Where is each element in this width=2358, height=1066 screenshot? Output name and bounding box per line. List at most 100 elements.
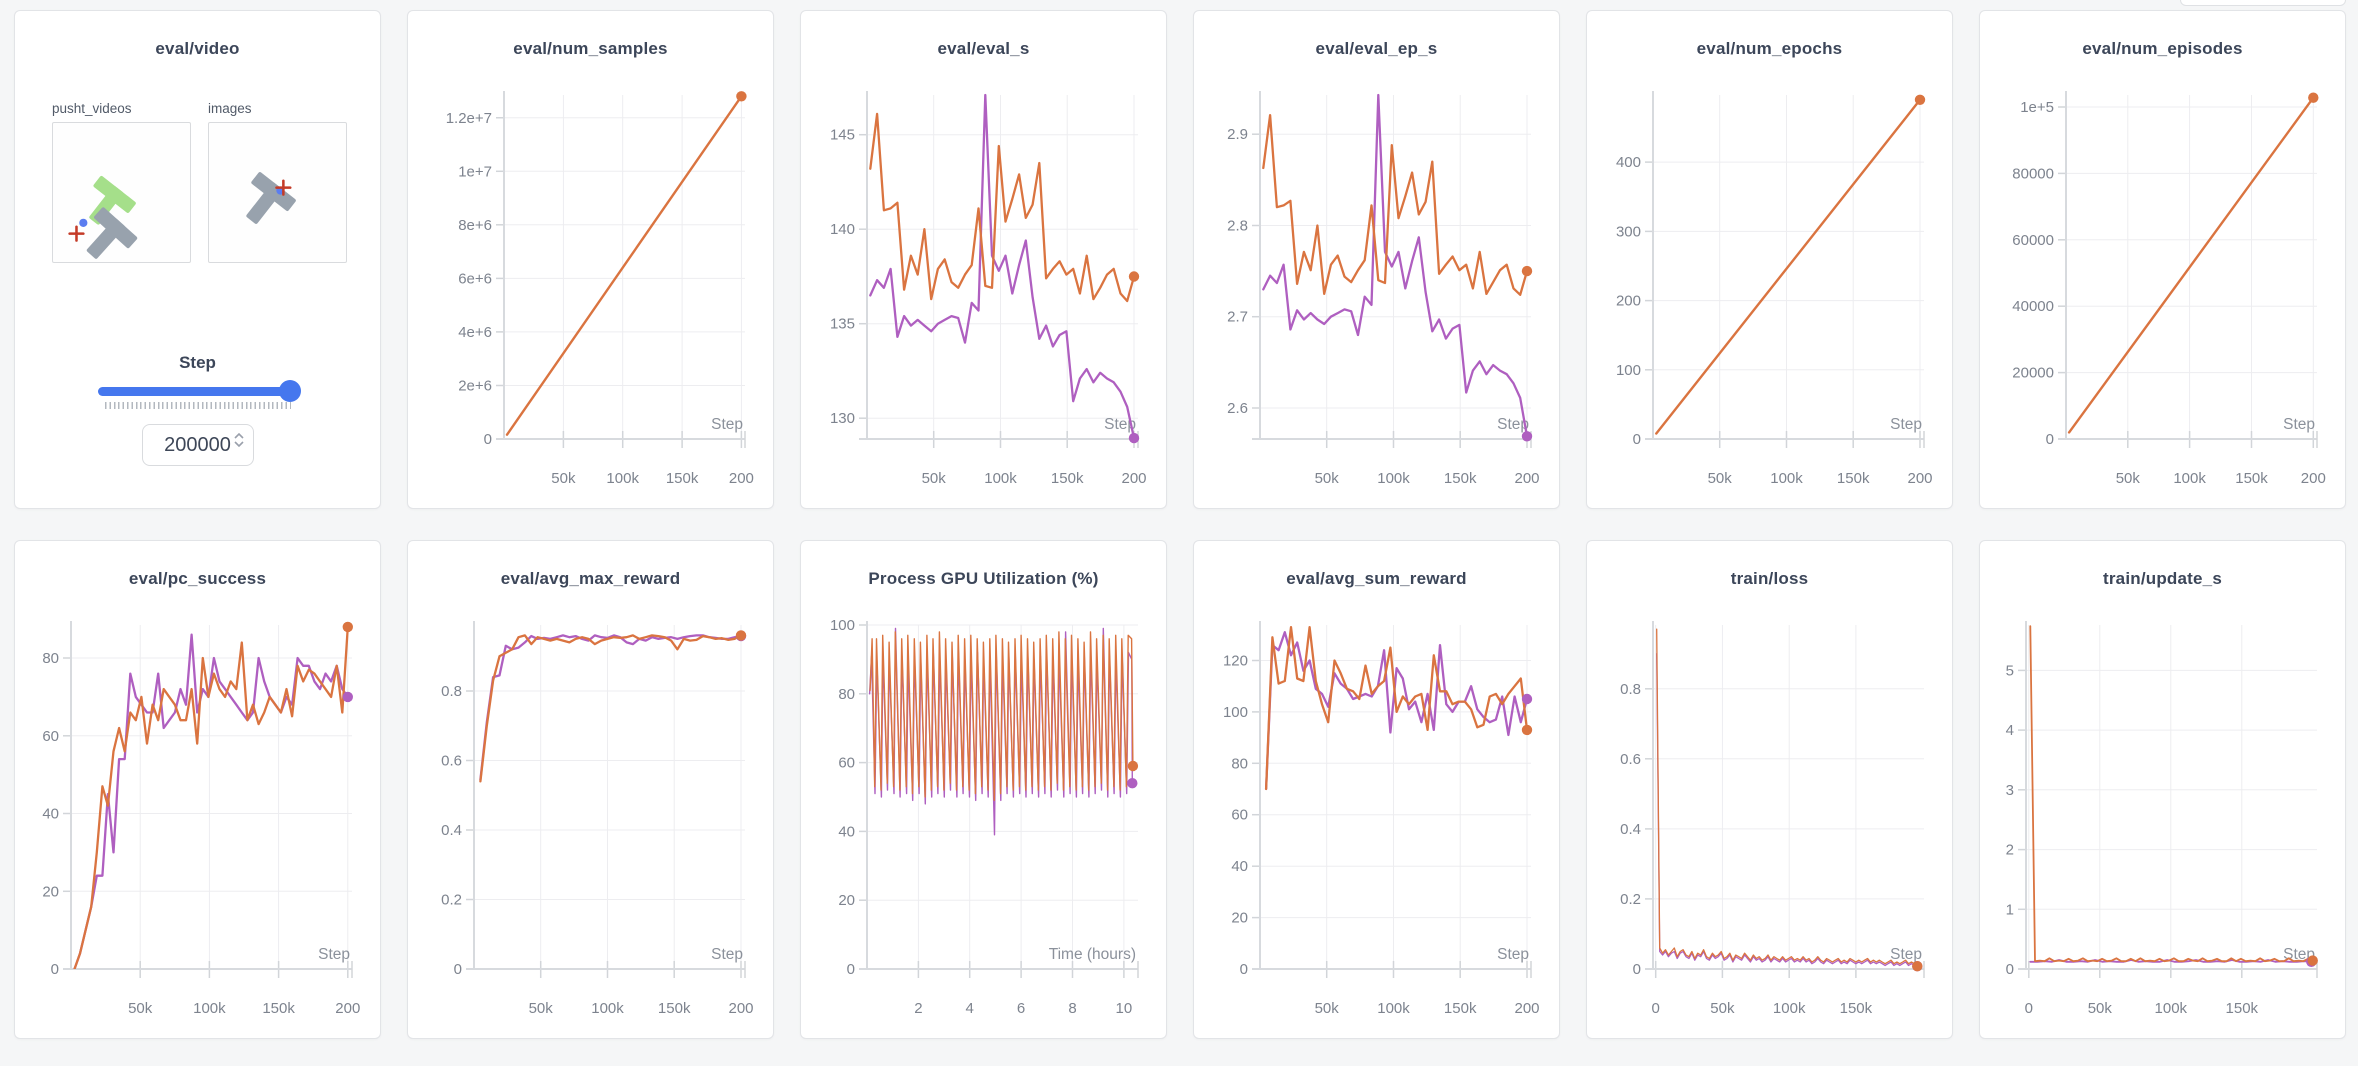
chart-eval-eval-ep-s[interactable]: 2.6 2.7 2.8 2.9 50k 100k 150k 200 Step [1204, 59, 1549, 495]
svg-text:2.6: 2.6 [1227, 400, 1248, 417]
svg-text:140: 140 [830, 221, 855, 238]
svg-text:0: 0 [2006, 961, 2014, 978]
chart-train-loss[interactable]: 0 0.2 0.4 0.6 0.8 0 50k 100k 150k Step [1597, 589, 1942, 1025]
panel-train-loss: train/loss 0 0.2 0.4 0.6 0.8 0 50k 100k 150k Step [1586, 540, 1953, 1039]
svg-text:4: 4 [966, 1000, 974, 1017]
svg-text:3: 3 [2006, 782, 2014, 799]
chart-title: eval/eval_s [937, 39, 1030, 58]
svg-text:200: 200 [728, 1000, 753, 1017]
chevron-down-icon [233, 441, 244, 447]
video-thumbnail-pusht[interactable] [52, 122, 191, 263]
svg-text:80: 80 [42, 650, 59, 667]
slider-handle[interactable] [278, 380, 301, 402]
svg-text:100: 100 [1223, 704, 1248, 721]
svg-text:80: 80 [838, 686, 855, 703]
svg-text:40: 40 [838, 823, 855, 840]
svg-text:0.4: 0.4 [441, 822, 462, 839]
svg-text:150k: 150k [1444, 470, 1477, 487]
chart-eval-avg-sum-reward[interactable]: 0 20 40 60 80 100 120 50k 100k 150k 200 Step [1204, 589, 1549, 1025]
panel-eval-eval-ep-s: eval/eval_ep_s 2.6 2.7 2.8 2.9 50k 100k 150k 20… [1193, 10, 1560, 509]
panel-eval-avg-sum-reward: eval/avg_sum_reward 0 20 40 60 80 100 120 50k 10… [1193, 540, 1560, 1039]
svg-text:50k: 50k [2116, 470, 2141, 487]
svg-text:400: 400 [1616, 154, 1641, 171]
svg-text:100k: 100k [2155, 1000, 2188, 1017]
chart-eval-num-episodes[interactable]: 0 20000 40000 60000 80000 1e+5 50k 100k 150k 200 S… [1990, 59, 2335, 495]
panel-title: eval/video [155, 39, 240, 58]
svg-text:50k: 50k [2088, 1000, 2113, 1017]
panel-grid: eval/video pusht_videos [14, 10, 2346, 1039]
svg-text:100k: 100k [606, 470, 639, 487]
chart-canvas: 0 0.2 0.4 0.6 0.8 50k 100k 150k 200 Step [441, 621, 754, 1017]
step-input[interactable]: 200000 [141, 424, 254, 466]
media-key-label: pusht_videos [52, 101, 132, 116]
svg-text:0: 0 [2025, 1000, 2033, 1017]
svg-text:2.9: 2.9 [1227, 126, 1248, 143]
chart-canvas: 2.6 2.7 2.8 2.9 50k 100k 150k 200 Step [1227, 91, 1540, 487]
chart-title: eval/num_epochs [1696, 39, 1843, 58]
svg-text:150k: 150k [1837, 470, 1870, 487]
panel-eval-num-samples: eval/num_samples 0 2e+6 4e+6 6e+6 8e+6 1e+7 1.… [407, 10, 774, 509]
svg-text:150k: 150k [666, 470, 699, 487]
svg-text:50k: 50k [529, 1000, 554, 1017]
chart-eval-eval-s[interactable]: 130 135 140 145 50k 100k 150k 200 Step [811, 59, 1156, 495]
chart-train-update-s[interactable]: 0 1 2 3 4 5 0 50k 100k 150k Step [1990, 589, 2335, 1025]
svg-text:8e+6: 8e+6 [458, 217, 492, 234]
svg-text:6e+6: 6e+6 [458, 270, 492, 287]
chart-canvas: 0 0.2 0.4 0.6 0.8 0 50k 100k 150k Step [1620, 621, 1925, 1017]
svg-text:100: 100 [830, 617, 855, 634]
svg-text:20: 20 [42, 883, 59, 900]
svg-text:60000: 60000 [2012, 232, 2054, 249]
slider-track[interactable] [97, 380, 301, 402]
svg-text:0: 0 [484, 431, 492, 448]
svg-text:300: 300 [1616, 223, 1641, 240]
svg-text:2: 2 [2006, 842, 2014, 859]
svg-text:50k: 50k [128, 1000, 153, 1017]
svg-text:2.8: 2.8 [1227, 218, 1248, 235]
svg-text:0.6: 0.6 [441, 753, 462, 770]
panel-eval-num-episodes: eval/num_episodes 0 20000 40000 60000 80000 1… [1979, 10, 2346, 509]
stepper-arrows[interactable] [233, 433, 244, 447]
chart-title: eval/pc_success [128, 569, 267, 588]
svg-text:150k: 150k [1444, 1000, 1477, 1017]
svg-text:Step: Step [1890, 416, 1922, 433]
svg-text:200: 200 [2301, 470, 2326, 487]
chart-eval-avg-max-reward[interactable]: 0 0.2 0.4 0.6 0.8 50k 100k 150k 200 Step [418, 589, 763, 1025]
panel-train-update-s: train/update_s 0 1 2 3 4 5 0 50k 100k 150k Step [1979, 540, 2346, 1039]
gray-t-shape [246, 172, 296, 224]
chart-eval-num-epochs[interactable]: 0 100 200 300 400 50k 100k 150k 200 Step [1597, 59, 1942, 495]
svg-text:8: 8 [1068, 1000, 1076, 1017]
svg-text:Step: Step [1104, 416, 1136, 433]
svg-text:200: 200 [1616, 293, 1641, 310]
svg-text:0.8: 0.8 [1620, 681, 1641, 698]
svg-text:60: 60 [42, 728, 59, 745]
svg-text:100k: 100k [591, 1000, 624, 1017]
panel-eval-avg-max-reward: eval/avg_max_reward 0 0.2 0.4 0.6 0.8 50k 100k… [407, 540, 774, 1039]
chart-canvas: 0 20000 40000 60000 80000 1e+5 50k 100k 150k 200 S… [2012, 91, 2326, 487]
svg-text:Step: Step [1497, 416, 1529, 433]
svg-text:100k: 100k [1377, 470, 1410, 487]
step-slider[interactable] [97, 380, 301, 409]
svg-text:2e+6: 2e+6 [458, 378, 492, 395]
goal-cross-icon [68, 225, 85, 242]
svg-text:100k: 100k [2173, 470, 2206, 487]
chart-title: eval/avg_max_reward [500, 569, 681, 588]
chart-eval-pc-success[interactable]: 0 20 40 60 80 50k 100k 150k 200 Step [25, 589, 370, 1025]
svg-text:0: 0 [847, 961, 855, 978]
chevron-up-icon [233, 433, 244, 439]
image-thumbnail[interactable] [208, 122, 347, 263]
svg-text:40000: 40000 [2012, 298, 2054, 315]
svg-text:200: 200 [1121, 470, 1146, 487]
svg-text:0.8: 0.8 [441, 683, 462, 700]
svg-text:100: 100 [1616, 362, 1641, 379]
chart-gpu-utilization[interactable]: 0 20 40 60 80 100 2 4 6 8 10 Time (hours) [811, 589, 1156, 1025]
svg-text:100k: 100k [1770, 470, 1803, 487]
panel-eval-num-epochs: eval/num_epochs 0 100 200 300 400 50k 100k 150k… [1586, 10, 1953, 509]
panel-eval-video: eval/video pusht_videos [14, 10, 381, 509]
svg-text:150k: 150k [1840, 1000, 1873, 1017]
svg-text:0: 0 [1633, 961, 1641, 978]
svg-text:0: 0 [1652, 1000, 1660, 1017]
svg-text:130: 130 [830, 410, 855, 427]
chart-eval-num-samples[interactable]: 0 2e+6 4e+6 6e+6 8e+6 1e+7 1.2e+7 50k 100k 150k 20… [418, 59, 763, 495]
svg-text:200: 200 [1907, 470, 1932, 487]
svg-text:50k: 50k [1315, 1000, 1340, 1017]
